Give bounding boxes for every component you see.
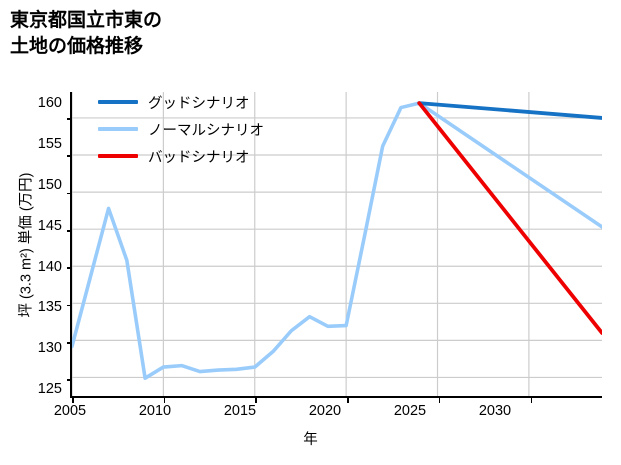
- y-tick-label-135: 135: [37, 299, 62, 315]
- y-tick-label-160: 160: [37, 95, 62, 111]
- y-tick-mark: [67, 342, 72, 344]
- legend-swatch-normal-icon: [98, 127, 138, 131]
- x-axis-title: 年: [303, 432, 318, 448]
- y-tick-mark: [67, 230, 72, 232]
- series-line: [72, 101, 602, 380]
- y-tick-mark: [67, 192, 72, 195]
- y-tick-label-125: 125: [37, 381, 62, 397]
- gridlines: [72, 92, 602, 396]
- y-tick-label-145: 145: [37, 218, 62, 234]
- y-axis-title-label: 坪 (3.3 m²) 単価 (万円): [18, 172, 35, 318]
- series-line: [417, 101, 602, 120]
- y-tick-label-130: 130: [37, 340, 62, 356]
- x-tick-label-2010: 2010: [138, 403, 172, 419]
- x-tick-label-2020: 2020: [308, 403, 342, 419]
- y-tick-mark: [67, 155, 72, 158]
- legend-swatch-bad-icon: [98, 154, 138, 158]
- x-tick-label-2015: 2015: [223, 403, 257, 419]
- legend-item-good[interactable]: グッドシナリオ: [98, 94, 264, 112]
- x-tick-mark: [255, 398, 258, 403]
- x-tick-label-2030: 2030: [478, 403, 512, 419]
- y-tick-label-140: 140: [37, 259, 62, 275]
- legend: グッドシナリオ ノーマルシナリオ バッドシナリオ: [98, 94, 264, 166]
- y-tick-mark: [67, 304, 72, 307]
- x-tick-mark: [438, 398, 441, 403]
- x-tick-label-2025: 2025: [393, 403, 427, 419]
- x-tick-mark: [347, 398, 349, 403]
- page-title: 東京都国立市東の 土地の価格推移: [10, 10, 163, 57]
- x-tick-label-2005: 2005: [53, 403, 87, 419]
- legend-swatch-good-icon: [98, 100, 138, 104]
- series-line: [417, 101, 602, 335]
- x-tick-mark: [163, 398, 166, 403]
- y-tick-mark: [67, 118, 72, 120]
- y-tick-label-155: 155: [37, 136, 62, 152]
- legend-label-good: グッドシナリオ: [148, 95, 250, 112]
- legend-label-normal: ノーマルシナリオ: [148, 122, 264, 139]
- plot-area: [67, 92, 602, 403]
- series-lines: [72, 101, 602, 380]
- y-tick-label-150: 150: [37, 177, 62, 193]
- legend-item-bad[interactable]: バッドシナリオ: [98, 148, 264, 166]
- legend-label-bad: バッドシナリオ: [148, 149, 250, 166]
- y-tick-mark: [67, 267, 72, 269]
- x-tick-mark: [530, 398, 533, 403]
- x-tick-mark: [72, 398, 74, 403]
- y-tick-mark: [67, 379, 72, 381]
- legend-item-normal[interactable]: ノーマルシナリオ: [98, 121, 264, 139]
